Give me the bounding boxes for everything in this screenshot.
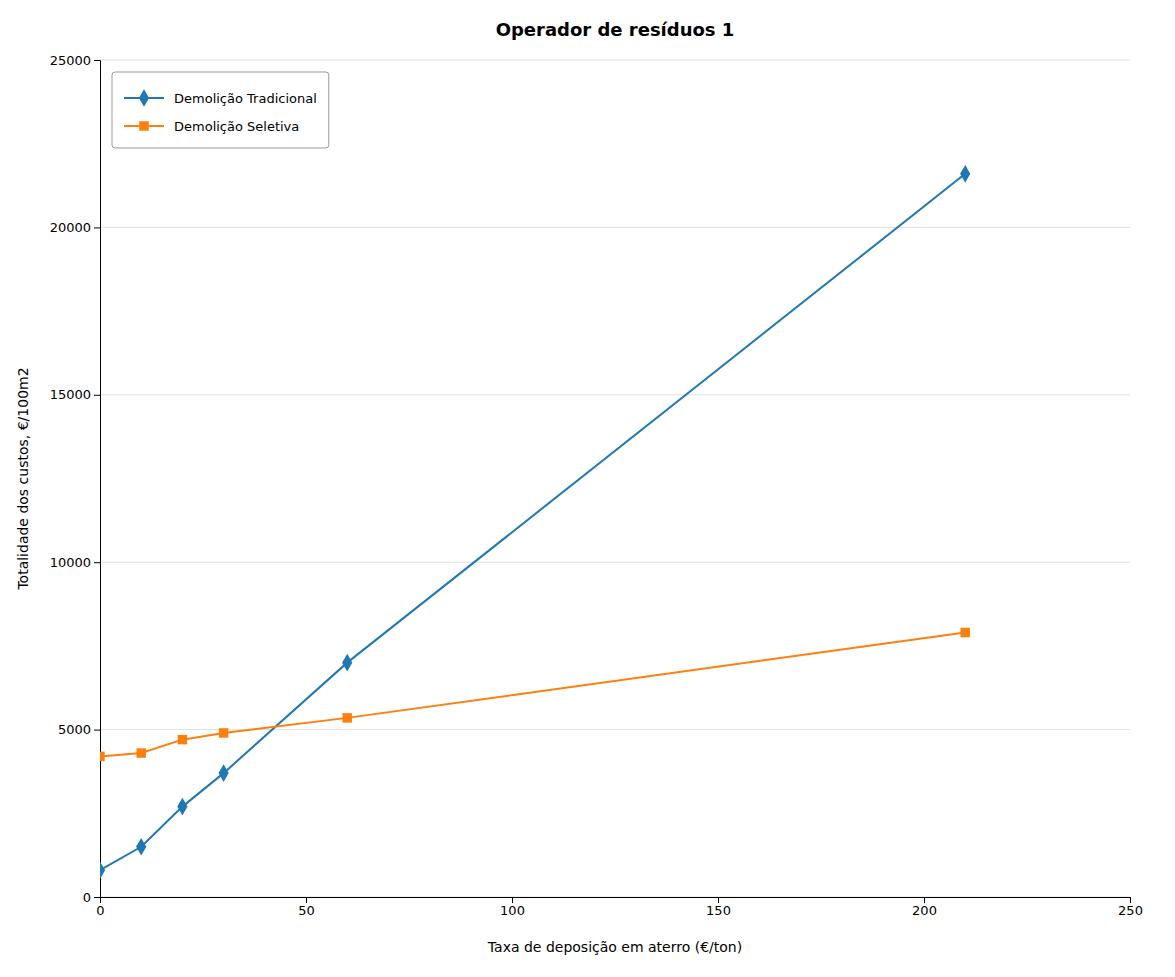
y-tick-mark — [94, 562, 100, 563]
grid-line — [100, 394, 1130, 395]
y-tick-mark — [94, 897, 100, 898]
series-line — [100, 633, 965, 757]
y-tick-mark — [94, 395, 100, 396]
x-tick-label: 50 — [298, 903, 315, 918]
y-tick-mark — [94, 227, 100, 228]
y-tick-label: 5000 — [58, 722, 91, 737]
x-tick: 150 — [706, 897, 731, 918]
x-tick: 50 — [298, 897, 315, 918]
y-tick: 20000 — [50, 220, 100, 235]
y-axis: 0 5000 10000 15000 20000 25000 — [50, 53, 101, 905]
x-axis-line — [101, 898, 1131, 904]
point-marker — [219, 728, 228, 737]
legend-label: Demolição Tradicional — [174, 91, 317, 106]
x-tick-label: 150 — [706, 903, 731, 918]
legend-label: Demolição Seletiva — [174, 119, 299, 134]
x-tick-label: 0 — [96, 903, 104, 918]
point-marker — [960, 165, 970, 183]
series-group — [100, 165, 970, 879]
legend-swatch-marker — [139, 121, 148, 130]
x-tick: 100 — [500, 897, 525, 918]
x-tick: 0 — [96, 897, 104, 918]
point-marker — [960, 628, 969, 637]
legend-items: Demolição Tradicional Demolição Seletiva — [124, 89, 317, 133]
y-tick-label: 20000 — [50, 220, 91, 235]
x-tick-mark — [924, 897, 925, 903]
x-tick-mark — [306, 897, 307, 903]
legend-item: Demolição Tradicional — [124, 89, 317, 107]
x-tick: 200 — [912, 897, 937, 918]
y-tick: 25000 — [50, 53, 100, 68]
point-marker — [178, 735, 187, 744]
y-tick: 5000 — [58, 722, 100, 737]
y-tick-label: 15000 — [50, 387, 91, 402]
y-tick: 10000 — [50, 555, 100, 570]
y-axis-title: Totalidade dos custos, €/100m2 — [15, 367, 31, 590]
y-tick-label: 0 — [83, 890, 91, 905]
legend-item: Demolição Seletiva — [124, 119, 299, 134]
y-tick-mark — [94, 730, 100, 731]
grid-line — [100, 227, 1130, 228]
x-tick-mark — [512, 897, 513, 903]
x-tick-label: 250 — [1118, 903, 1143, 918]
legend: Demolição Tradicional Demolição Seletiva — [112, 72, 329, 148]
series-markers — [100, 165, 970, 879]
legend-swatch-marker — [139, 89, 149, 107]
point-marker — [100, 752, 105, 761]
series-markers — [100, 628, 970, 761]
legend-frame — [112, 72, 329, 148]
point-marker — [342, 713, 351, 722]
x-tick-mark — [718, 897, 719, 903]
plot-area: 0 50 100 150 200 250 0 5000 10000 15000 20000 25000… — [15, 53, 1143, 955]
y-axis-line — [94, 61, 101, 898]
x-tick-mark — [1130, 897, 1131, 903]
x-tick: 250 — [1118, 897, 1143, 918]
y-tick: 15000 — [50, 387, 100, 402]
y-tick-label: 25000 — [50, 53, 91, 68]
point-marker — [342, 654, 352, 672]
y-tick-label: 10000 — [50, 555, 91, 570]
point-marker — [177, 798, 187, 816]
grid-line — [100, 60, 1130, 61]
chart-container: 0 50 100 150 200 250 0 5000 10000 15000 20000 25000… — [0, 0, 1175, 977]
x-tick-label: 100 — [500, 903, 525, 918]
x-axis: 0 50 100 150 200 250 — [96, 897, 1143, 918]
y-tick-mark — [94, 60, 100, 61]
x-tick-label: 200 — [912, 903, 937, 918]
point-marker — [136, 838, 146, 856]
point-marker — [219, 764, 229, 782]
chart-title: Operador de resíduos 1 — [496, 19, 735, 40]
x-axis-title: Taxa de deposição em aterro (€/ton) — [487, 939, 742, 955]
grid-line — [100, 562, 1130, 563]
y-tick: 0 — [83, 890, 100, 905]
series-line — [100, 174, 965, 870]
grid — [100, 60, 1130, 897]
point-marker — [100, 861, 105, 879]
chart-svg: 0 50 100 150 200 250 0 5000 10000 15000 20000 25000… — [0, 0, 1175, 977]
point-marker — [136, 748, 145, 757]
